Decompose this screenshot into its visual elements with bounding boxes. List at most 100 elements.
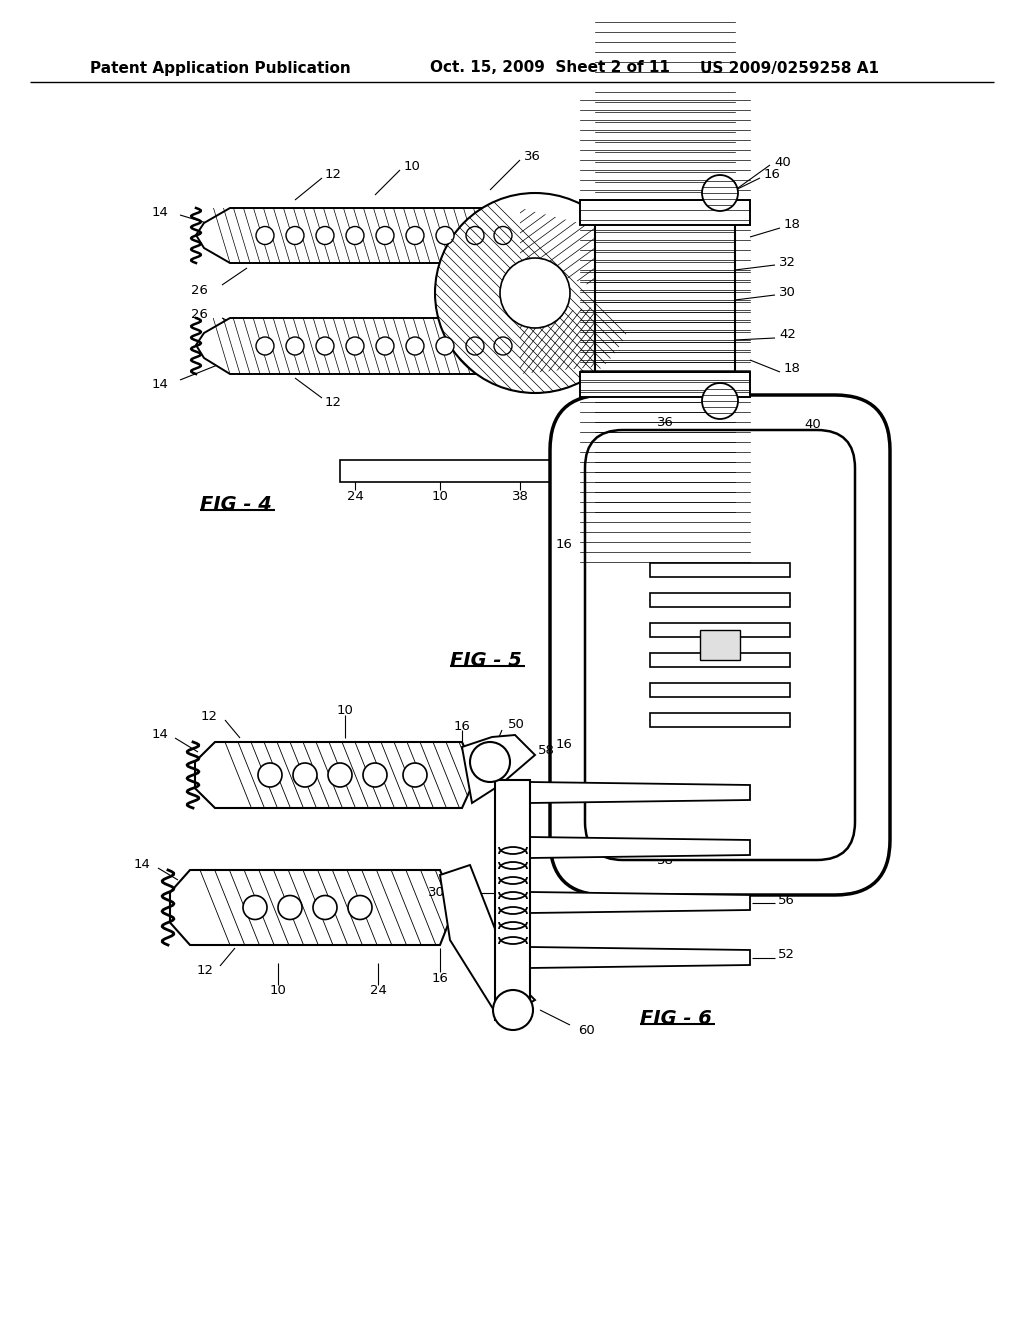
Bar [495, 780, 530, 1020]
Text: 30: 30 [428, 887, 445, 899]
Circle shape [406, 337, 424, 355]
Text: 12: 12 [325, 168, 342, 181]
Text: FIG - 4: FIG - 4 [200, 495, 272, 515]
Circle shape [376, 227, 394, 244]
Bar [650, 713, 790, 727]
Circle shape [278, 895, 302, 920]
Text: 26: 26 [191, 284, 208, 297]
Circle shape [466, 227, 484, 244]
Polygon shape [196, 209, 520, 263]
Text: 24: 24 [370, 983, 386, 997]
Text: 10: 10 [431, 490, 449, 503]
Circle shape [286, 227, 304, 244]
Text: 16: 16 [454, 719, 470, 733]
Polygon shape [170, 870, 455, 945]
Bar [580, 201, 750, 224]
Text: 10: 10 [337, 705, 353, 718]
Text: 26: 26 [191, 309, 208, 322]
Text: 42: 42 [831, 631, 849, 644]
Circle shape [328, 763, 352, 787]
Text: 16: 16 [555, 738, 572, 751]
Circle shape [500, 257, 570, 327]
Text: 32: 32 [779, 256, 796, 268]
Circle shape [346, 227, 364, 244]
Text: Oct. 15, 2009  Sheet 2 of 11: Oct. 15, 2009 Sheet 2 of 11 [430, 61, 670, 75]
Text: 38: 38 [512, 490, 528, 503]
Text: 14: 14 [152, 206, 168, 219]
Text: 34: 34 [488, 335, 505, 348]
Bar [650, 682, 790, 697]
Text: 18: 18 [784, 363, 801, 375]
Text: 56: 56 [778, 894, 795, 907]
Text: 30: 30 [779, 285, 796, 298]
Circle shape [436, 227, 454, 244]
Text: 36: 36 [657, 416, 674, 429]
Polygon shape [530, 781, 750, 803]
Text: US 2009/0259258 A1: US 2009/0259258 A1 [700, 61, 879, 75]
Text: 10: 10 [269, 983, 287, 997]
Circle shape [243, 895, 267, 920]
Text: 24: 24 [346, 490, 364, 503]
Text: 40: 40 [804, 417, 821, 430]
Text: 54: 54 [778, 838, 795, 851]
Text: 16: 16 [764, 169, 781, 181]
Circle shape [376, 337, 394, 355]
Polygon shape [520, 209, 595, 286]
FancyBboxPatch shape [585, 430, 855, 861]
Text: 32: 32 [831, 710, 849, 723]
Text: 38: 38 [657, 854, 674, 867]
Circle shape [256, 337, 274, 355]
Bar [580, 372, 750, 397]
Circle shape [362, 763, 387, 787]
Polygon shape [530, 892, 750, 913]
Polygon shape [530, 946, 750, 968]
Bar [650, 593, 790, 607]
Polygon shape [440, 865, 535, 1020]
Text: 52: 52 [778, 784, 795, 796]
Circle shape [316, 337, 334, 355]
Circle shape [316, 227, 334, 244]
Polygon shape [195, 742, 477, 808]
Circle shape [256, 227, 274, 244]
Circle shape [293, 763, 317, 787]
Circle shape [494, 337, 512, 355]
Polygon shape [462, 735, 535, 803]
Circle shape [346, 337, 364, 355]
Bar [595, 222, 735, 372]
Text: 16: 16 [431, 972, 449, 985]
Circle shape [286, 337, 304, 355]
Text: 14: 14 [152, 379, 168, 392]
Text: FIG - 5: FIG - 5 [450, 651, 522, 669]
Text: 14: 14 [152, 729, 168, 742]
Bar [650, 653, 790, 667]
FancyBboxPatch shape [550, 395, 890, 895]
Text: 12: 12 [197, 964, 214, 977]
Text: 60: 60 [578, 1023, 595, 1036]
Text: 14: 14 [133, 858, 150, 871]
Text: 16: 16 [555, 539, 572, 552]
Bar [340, 459, 560, 482]
Circle shape [403, 763, 427, 787]
Circle shape [406, 227, 424, 244]
Circle shape [258, 763, 282, 787]
Text: 52: 52 [778, 949, 795, 961]
Text: 10: 10 [404, 161, 421, 173]
Circle shape [702, 383, 738, 418]
Circle shape [702, 176, 738, 211]
Text: 12: 12 [201, 710, 218, 722]
Text: 36: 36 [524, 150, 541, 164]
Bar [650, 623, 790, 638]
Circle shape [466, 337, 484, 355]
Bar [700, 630, 740, 660]
Text: 42: 42 [779, 329, 796, 342]
Circle shape [435, 193, 635, 393]
Text: 58: 58 [538, 744, 555, 758]
Text: 40: 40 [774, 156, 791, 169]
Polygon shape [196, 318, 520, 374]
Text: 34: 34 [588, 610, 605, 623]
Text: 12: 12 [325, 396, 342, 409]
Text: 18: 18 [784, 219, 801, 231]
Text: Patent Application Publication: Patent Application Publication [90, 61, 351, 75]
Circle shape [313, 895, 337, 920]
Circle shape [493, 990, 534, 1030]
